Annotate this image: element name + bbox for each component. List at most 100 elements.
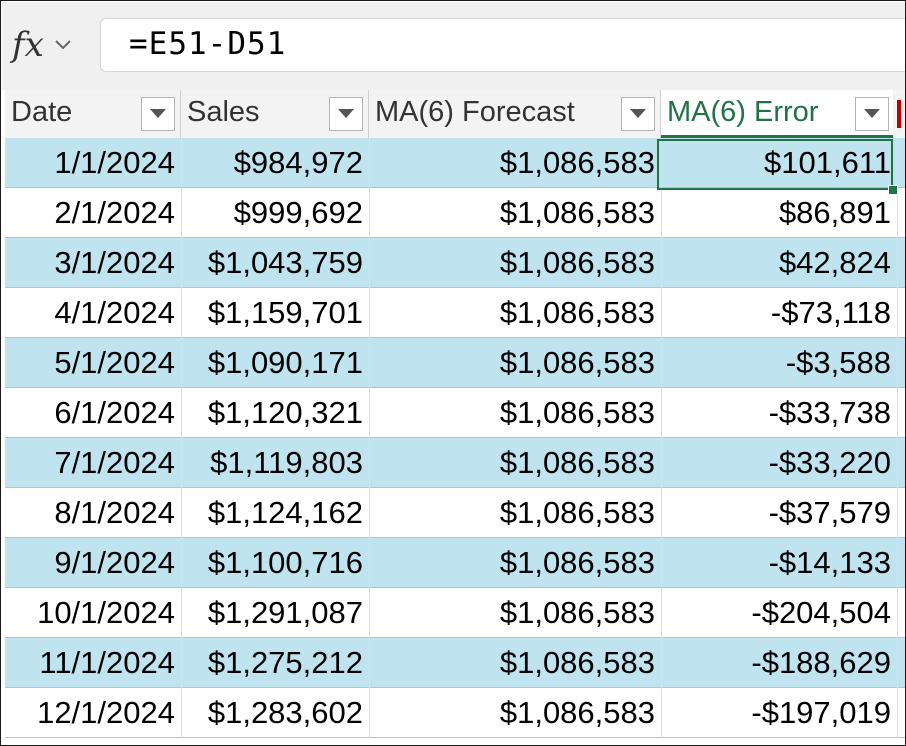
row-divider [5,737,905,738]
row-divider [5,237,905,238]
cell-forecast[interactable]: $1,086,583 [499,595,655,630]
table-header: Date Sales MA(6) Forecast MA(6) Error [5,90,905,138]
cell-error[interactable]: -$33,220 [768,445,891,480]
cell-sales[interactable]: $1,283,602 [207,695,363,730]
cell-error[interactable]: $42,824 [778,245,891,280]
column-label-forecast: MA(6) Forecast [375,96,575,128]
table-row: 10/1/2024 $1,291,087 $1,086,583 -$204,504 [5,588,905,638]
column-divider [661,138,662,738]
column-divider [897,138,898,738]
table-row: 2/1/2024 $999,692 $1,086,583 $86,891 [5,188,905,238]
cell-forecast[interactable]: $1,086,583 [499,395,655,430]
column-header-sales[interactable]: Sales [181,90,369,138]
table-row: 4/1/2024 $1,159,701 $1,086,583 -$73,118 [5,288,905,338]
filter-button-sales[interactable] [329,97,363,131]
filter-dropdown-icon [338,109,354,118]
cell-forecast[interactable]: $1,086,583 [499,545,655,580]
column-header-date[interactable]: Date [5,90,181,138]
column-header-forecast[interactable]: MA(6) Forecast [369,90,661,138]
cell-date[interactable]: 2/1/2024 [54,195,175,230]
formula-text[interactable]: =E51-D51 [129,26,287,62]
next-column-edge [897,100,901,128]
table-row: 12/1/2024 $1,283,602 $1,086,583 -$197,019 [5,688,905,738]
cell-date[interactable]: 12/1/2024 [37,695,175,730]
cell-forecast[interactable]: $1,086,583 [499,145,655,180]
cell-sales[interactable]: $1,124,162 [207,495,363,530]
cell-error[interactable]: -$14,133 [768,545,891,580]
cell-date[interactable]: 6/1/2024 [54,395,175,430]
cell-date[interactable]: 3/1/2024 [54,245,175,280]
row-divider [5,537,905,538]
cell-sales[interactable]: $984,972 [233,145,363,180]
filter-button-error[interactable] [855,97,889,131]
cell-sales[interactable]: $1,119,803 [210,445,363,480]
fill-handle[interactable] [888,185,898,195]
cell-sales[interactable]: $1,090,171 [207,345,363,380]
row-divider [5,287,905,288]
chevron-down-icon[interactable] [54,39,72,51]
cell-sales[interactable]: $1,159,701 [207,295,363,330]
cell-sales[interactable]: $1,100,716 [207,545,363,580]
cell-forecast[interactable]: $1,086,583 [499,345,655,380]
column-label-date: Date [11,96,73,128]
cell-error[interactable]: -$204,504 [751,595,891,630]
cell-date[interactable]: 10/1/2024 [37,595,175,630]
cell-sales[interactable]: $1,275,212 [207,645,363,680]
cell-forecast[interactable]: $1,086,583 [499,195,655,230]
cell-error[interactable]: -$3,588 [785,345,891,380]
cell-forecast[interactable]: $1,086,583 [499,295,655,330]
cell-forecast[interactable]: $1,086,583 [499,645,655,680]
row-divider [5,337,905,338]
cell-sales[interactable]: $1,043,759 [207,245,363,280]
filter-button-forecast[interactable] [621,97,655,131]
table-row: 8/1/2024 $1,124,162 $1,086,583 -$37,579 [5,488,905,538]
cell-error[interactable]: -$37,579 [768,495,891,530]
filter-dropdown-icon [864,109,880,118]
table-row: 1/1/2024 $984,972 $1,086,583 $101,611 [5,138,905,188]
next-column-header[interactable] [893,90,905,138]
table-row: 6/1/2024 $1,120,321 $1,086,583 -$33,738 [5,388,905,438]
row-divider [5,687,905,688]
cell-date[interactable]: 8/1/2024 [54,495,175,530]
cell-forecast[interactable]: $1,086,583 [499,445,655,480]
cell-error[interactable]: -$197,019 [751,695,891,730]
formula-input[interactable]: =E51-D51 [100,18,905,72]
cell-date[interactable]: 1/1/2024 [54,145,175,180]
cell-date[interactable]: 5/1/2024 [54,345,175,380]
cell-date[interactable]: 7/1/2024 [54,445,175,480]
cell-date[interactable]: 4/1/2024 [54,295,175,330]
filter-dropdown-icon [630,109,646,118]
cell-error[interactable]: -$33,738 [768,395,891,430]
cell-date[interactable]: 11/1/2024 [39,645,175,680]
insert-function-control[interactable]: fx [6,20,90,70]
cell-date[interactable]: 9/1/2024 [54,545,175,580]
row-divider [5,187,905,188]
cell-forecast[interactable]: $1,086,583 [499,495,655,530]
row-divider [5,587,905,588]
column-label-error: MA(6) Error [667,96,819,128]
column-label-sales: Sales [187,96,260,128]
cell-sales[interactable]: $999,692 [233,195,363,230]
table-row: 3/1/2024 $1,043,759 $1,086,583 $42,824 [5,238,905,288]
cell-error[interactable]: $101,611 [764,145,891,180]
cell-error[interactable]: -$73,118 [770,295,891,330]
column-header-error[interactable]: MA(6) Error [661,90,897,138]
fx-icon[interactable]: fx [12,25,44,65]
table-row: 11/1/2024 $1,275,212 $1,086,583 -$188,629 [5,638,905,688]
row-divider [5,487,905,488]
row-divider [5,637,905,638]
cell-forecast[interactable]: $1,086,583 [499,245,655,280]
column-divider [181,138,182,738]
cell-forecast[interactable]: $1,086,583 [499,695,655,730]
cell-error[interactable]: $86,891 [778,195,891,230]
column-divider [369,138,370,738]
filter-dropdown-icon [150,109,166,118]
cell-sales[interactable]: $1,291,087 [207,595,363,630]
cell-error[interactable]: -$188,629 [751,645,891,680]
cell-sales[interactable]: $1,120,321 [207,395,363,430]
table-row: 9/1/2024 $1,100,716 $1,086,583 -$14,133 [5,538,905,588]
formula-bar: fx =E51-D51 [2,2,905,90]
table-row: 7/1/2024 $1,119,803 $1,086,583 -$33,220 [5,438,905,488]
filter-button-date[interactable] [141,97,175,131]
